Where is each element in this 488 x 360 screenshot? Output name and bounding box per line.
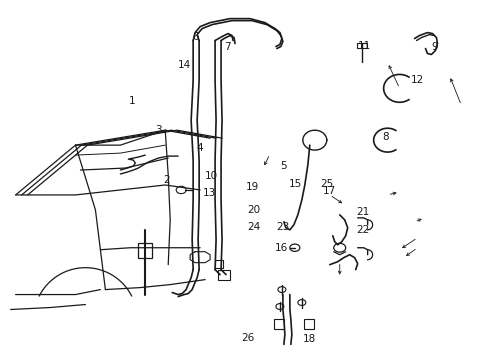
Text: 18: 18 [303, 333, 316, 343]
Text: 21: 21 [356, 207, 369, 217]
Bar [138, 243, 152, 258]
Text: 24: 24 [247, 222, 260, 231]
Text: 3: 3 [155, 125, 161, 135]
Text: 4: 4 [196, 143, 203, 153]
Text: 20: 20 [247, 206, 260, 216]
Text: 5: 5 [280, 161, 286, 171]
Text: 14: 14 [177, 60, 190, 70]
Text: 1: 1 [129, 96, 135, 106]
Text: 17: 17 [322, 186, 335, 196]
Bar [356, 42, 366, 48]
Bar [215, 260, 223, 268]
Text: 2: 2 [163, 175, 169, 185]
Text: 6: 6 [192, 32, 199, 41]
Text: 22: 22 [356, 225, 369, 235]
Text: 25: 25 [320, 179, 333, 189]
Text: 23: 23 [275, 222, 288, 231]
Text: 10: 10 [204, 171, 217, 181]
Bar [303, 319, 313, 329]
Text: 12: 12 [410, 75, 424, 85]
Text: 9: 9 [430, 42, 437, 52]
Text: 11: 11 [357, 41, 370, 50]
Text: 7: 7 [224, 42, 230, 52]
Bar [218, 270, 229, 280]
Text: 8: 8 [382, 132, 388, 142]
Text: 26: 26 [241, 333, 254, 343]
Text: 19: 19 [245, 182, 259, 192]
Text: 16: 16 [274, 243, 287, 253]
Bar [273, 319, 284, 329]
Text: 13: 13 [203, 188, 216, 198]
Text: 15: 15 [288, 179, 302, 189]
